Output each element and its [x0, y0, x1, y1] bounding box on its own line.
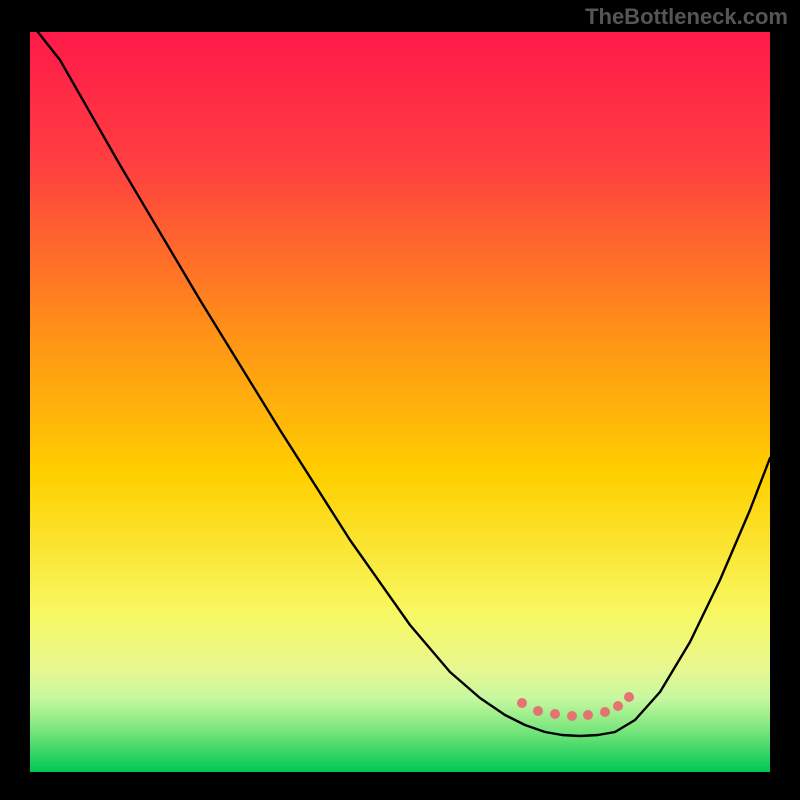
optimal-marker [567, 711, 577, 721]
optimal-marker [583, 710, 593, 720]
watermark-text: TheBottleneck.com [585, 4, 788, 30]
optimal-marker [600, 707, 610, 717]
optimal-marker [613, 701, 623, 711]
optimal-marker [533, 706, 543, 716]
optimal-marker [550, 709, 560, 719]
optimal-marker [624, 692, 634, 702]
chart-curve-layer [0, 0, 800, 800]
optimal-marker [517, 698, 527, 708]
bottleneck-curve [30, 22, 770, 736]
